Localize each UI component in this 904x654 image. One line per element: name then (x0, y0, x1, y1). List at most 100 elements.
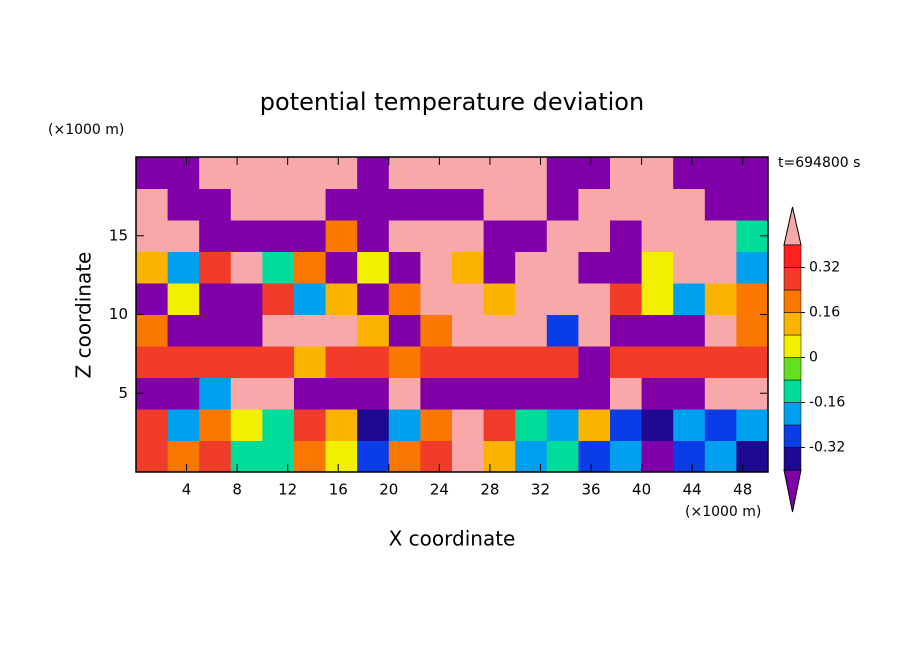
contour-cell (262, 251, 295, 284)
contour-cell (452, 409, 485, 441)
contour-cell (230, 188, 263, 221)
contour-cell (199, 220, 232, 252)
contour-cell (325, 220, 358, 252)
x-tick-label: 20 (379, 481, 398, 499)
x-tick-label: 48 (733, 481, 752, 499)
contour-cell (420, 377, 453, 410)
contour-cell (641, 314, 674, 347)
contour-cell (357, 283, 390, 315)
contour-cell (262, 314, 295, 347)
contour-cell (388, 377, 421, 410)
contour-cell (673, 220, 706, 252)
contour-cell (294, 440, 327, 473)
contour-cell (515, 157, 548, 189)
contour-cell (357, 346, 390, 378)
contour-cell (294, 251, 327, 284)
contour-cell (167, 314, 200, 347)
contour-cell (167, 377, 200, 410)
contour-cell (420, 346, 453, 378)
contour-cell (483, 440, 516, 473)
contour-cell (546, 251, 579, 284)
contour-cell (262, 283, 295, 315)
x-tick-label: 4 (182, 481, 192, 499)
contour-cell (167, 251, 200, 284)
colorbar-box (783, 267, 802, 291)
contour-cell (546, 283, 579, 315)
contour-cell (546, 220, 579, 252)
contour-cell (420, 283, 453, 315)
contour-cell (262, 409, 295, 441)
contour-cell (294, 314, 327, 347)
colorbar-box (783, 289, 802, 313)
contour-cell (736, 409, 769, 441)
time-label: t=694800 s (778, 155, 860, 171)
contour-cell (294, 409, 327, 441)
contour-cell (325, 188, 358, 221)
contour-cell (167, 188, 200, 221)
contour-cell (325, 440, 358, 473)
contour-cell (610, 251, 643, 284)
contour-cell (546, 377, 579, 410)
x-tick-label: 8 (232, 481, 242, 499)
contour-cell (673, 251, 706, 284)
contour-cell (357, 251, 390, 284)
contour-cell (136, 440, 169, 473)
contour-cell (199, 346, 232, 378)
x-tick-label: 40 (632, 481, 651, 499)
contour-cell (641, 346, 674, 378)
contour-cell (136, 409, 169, 441)
contour-cell (357, 220, 390, 252)
contour-cell (673, 188, 706, 221)
contour-cell (610, 346, 643, 378)
contour-cell (452, 346, 485, 378)
contour-cell (388, 314, 421, 347)
contour-cell (452, 314, 485, 347)
contour-cell (199, 440, 232, 473)
contour-cell (704, 440, 737, 473)
contour-cell (641, 251, 674, 284)
contour-cell (199, 188, 232, 221)
x-tick-label: 16 (329, 481, 348, 499)
contour-cell (673, 346, 706, 378)
contour-cell (736, 251, 769, 284)
contour-cell (515, 251, 548, 284)
contour-cell (230, 409, 263, 441)
contour-cell (167, 346, 200, 378)
contour-cell (515, 188, 548, 221)
contour-cell (325, 314, 358, 347)
contour-cell (483, 251, 516, 284)
contour-cell (230, 377, 263, 410)
contour-cell (452, 188, 485, 221)
contour-cell (199, 283, 232, 315)
contour-cell (452, 157, 485, 189)
contour-cell (199, 409, 232, 441)
contour-cell (136, 251, 169, 284)
contour-cell (452, 440, 485, 473)
contour-cell (452, 283, 485, 315)
contour-cell (420, 157, 453, 189)
contour-cell (230, 314, 263, 347)
contour-cell (736, 283, 769, 315)
contour-cell (610, 314, 643, 347)
contour-cell (704, 220, 737, 252)
contour-cell (515, 314, 548, 347)
contour-cell (610, 188, 643, 221)
contour-cell (641, 220, 674, 252)
contour-cell (230, 440, 263, 473)
contour-cell (704, 283, 737, 315)
contour-cell (452, 251, 485, 284)
colorbar-tick-label: 0.16 (809, 305, 840, 321)
contour-cell (325, 409, 358, 441)
contour-cell (388, 251, 421, 284)
contour-cell (388, 220, 421, 252)
contour-cell (483, 409, 516, 441)
contour-cell (610, 283, 643, 315)
contour-cell (388, 157, 421, 189)
contour-cell (673, 157, 706, 189)
contour-cell (483, 314, 516, 347)
contour-cell (294, 157, 327, 189)
contour-cell (641, 377, 674, 410)
colorbar-box (783, 334, 802, 358)
colorbar-box (783, 447, 802, 471)
